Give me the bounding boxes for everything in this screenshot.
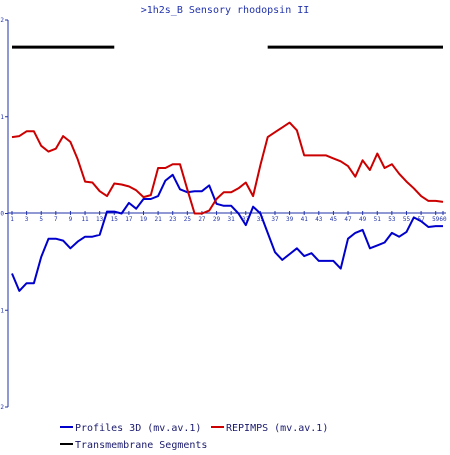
chart-title: >1h2s_B Sensory rhodopsin II	[141, 5, 310, 16]
x-tick-label: 53	[388, 216, 396, 223]
legend-label-profiles3d: Profiles 3D (mv.av.1)	[75, 423, 201, 434]
x-tick-label: 47	[344, 216, 352, 223]
y-tick-label: -2	[0, 404, 4, 411]
y-ticks: 2 1 0 -1 -2	[0, 17, 8, 411]
y-tick-label: -1	[0, 307, 4, 314]
x-tick-label: 57	[417, 216, 425, 223]
x-tick-label: 3	[25, 216, 29, 223]
x-tick-label: 49	[359, 216, 367, 223]
x-tick-label: 11	[81, 216, 89, 223]
x-ticks: 1 3 5 7 9 11 13 15 17 19 21 23 25 27 29 31 33 35 37 39 41 43 4…	[10, 211, 447, 223]
series-line-profiles3d	[11, 173, 443, 292]
x-tick-label: 59	[432, 216, 440, 223]
x-tick-label: 45	[330, 216, 338, 223]
x-tick-label: 23	[169, 216, 177, 223]
legend: Profiles 3D (mv.av.1) REPIMPS (mv.av.1) …	[60, 423, 328, 451]
x-tick-label: 35	[257, 216, 265, 223]
x-tick-label: 13	[96, 216, 104, 223]
legend-label-transmembrane: Transmembrane Segments	[75, 440, 207, 451]
legend-label-repimps: REPIMPS (mv.av.1)	[226, 423, 328, 434]
series-layer	[11, 45, 444, 292]
x-tick-label: 27	[198, 216, 206, 223]
x-tick-label: 9	[69, 216, 73, 223]
x-tick-label: 33	[242, 216, 250, 223]
x-tick-label: 55	[403, 216, 411, 223]
series-line-repimps	[11, 121, 444, 215]
x-tick-label: 60	[439, 216, 447, 223]
x-tick-label: 19	[140, 216, 148, 223]
x-tick-label: 43	[315, 216, 323, 223]
x-tick-label: 25	[184, 216, 192, 223]
x-tick-label: 39	[286, 216, 294, 223]
x-tick-label: 51	[374, 216, 382, 223]
x-tick-label: 21	[154, 216, 162, 223]
x-tick-label: 17	[125, 216, 133, 223]
x-tick-label: 5	[39, 216, 43, 223]
x-tick-label: 7	[54, 216, 58, 223]
y-tick-label: 1	[0, 114, 4, 121]
x-tick-label: 41	[301, 216, 309, 223]
y-tick-label: 2	[0, 17, 4, 24]
x-tick-label: 37	[271, 216, 279, 223]
x-tick-label: 29	[213, 216, 221, 223]
x-tick-label: 31	[228, 216, 236, 223]
x-tick-label: 15	[111, 216, 119, 223]
x-tick-label: 1	[10, 216, 14, 223]
y-tick-label: 0	[0, 211, 4, 218]
